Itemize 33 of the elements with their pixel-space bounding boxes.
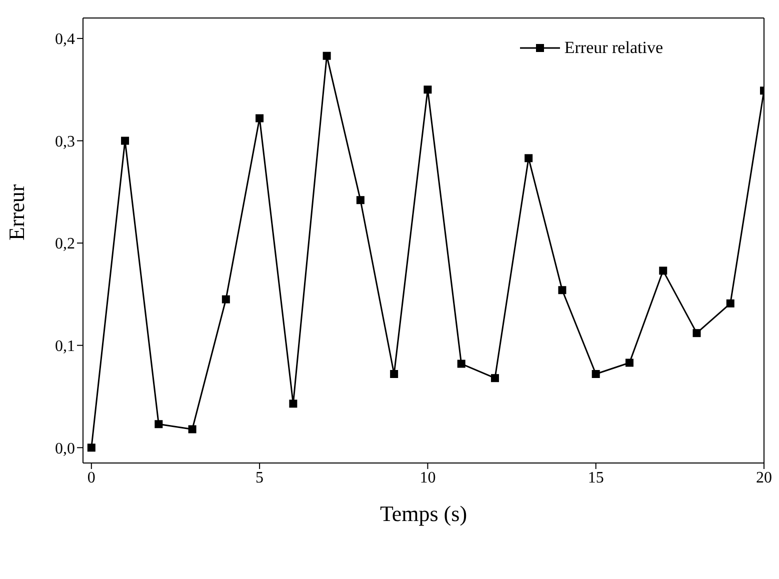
y-tick-label: 0,4 — [55, 31, 75, 48]
y-tick-label: 0,0 — [55, 440, 75, 458]
point — [222, 295, 230, 304]
point — [726, 299, 734, 308]
legend-label: Erreur relative — [564, 38, 663, 58]
point — [289, 400, 298, 408]
x-tick-label: 5 — [256, 469, 264, 486]
point — [424, 86, 432, 94]
point — [558, 286, 566, 294]
point — [121, 136, 130, 145]
point — [457, 360, 466, 368]
point — [356, 196, 364, 204]
x-tick-label: 10 — [420, 469, 436, 486]
point — [692, 329, 701, 338]
point — [592, 370, 600, 378]
point — [524, 154, 533, 162]
point — [490, 374, 499, 382]
point — [625, 358, 634, 367]
point — [154, 420, 163, 428]
y-tick-label: 0,3 — [55, 133, 75, 150]
x-tick-label: 15 — [588, 469, 604, 486]
point — [188, 425, 196, 434]
x-tick-label: 0 — [87, 469, 96, 486]
y-tick-label: 0,2 — [55, 236, 75, 253]
x-tick-label: 20 — [756, 469, 772, 486]
point — [256, 114, 264, 122]
point — [322, 52, 331, 60]
y-axis-title: Erreur — [4, 184, 29, 240]
x-axis-title: Temps (s) — [380, 501, 468, 526]
y-tick-label: 0,1 — [55, 338, 75, 356]
point — [390, 370, 398, 378]
point — [659, 266, 668, 275]
point — [87, 444, 96, 452]
